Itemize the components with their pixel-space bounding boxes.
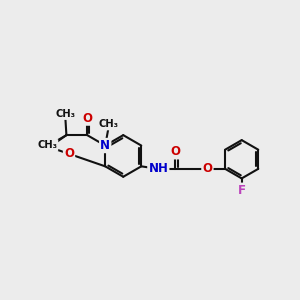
Text: NH: NH — [148, 162, 168, 175]
Text: O: O — [170, 145, 180, 158]
Text: CH₃: CH₃ — [56, 109, 75, 119]
Text: O: O — [82, 112, 92, 124]
Text: O: O — [64, 147, 74, 161]
Text: CH₃: CH₃ — [98, 119, 118, 129]
Text: O: O — [202, 162, 212, 175]
Text: CH₃: CH₃ — [37, 140, 57, 150]
Text: N: N — [100, 139, 110, 152]
Text: F: F — [238, 184, 246, 197]
